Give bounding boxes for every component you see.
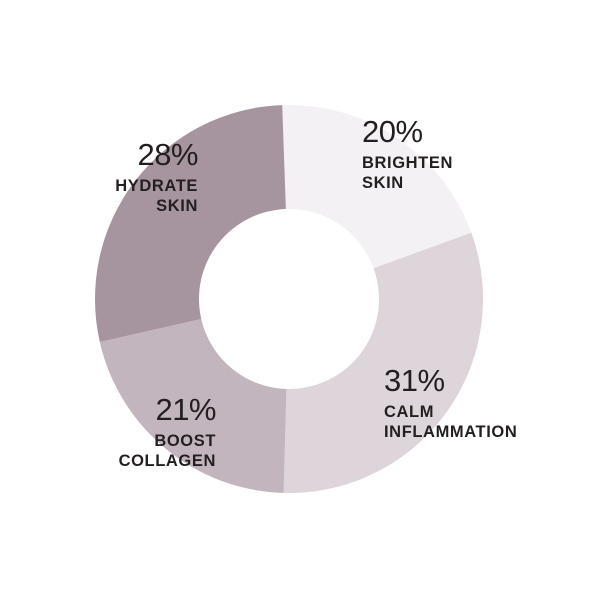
label-line: INFLAMMATION — [384, 423, 518, 441]
label-boost-collagen: 21% BOOST COLLAGEN — [118, 392, 217, 471]
label-line: BRIGHTEN — [362, 154, 453, 172]
percent-hydrate-skin: 28% — [137, 137, 198, 172]
label-line: HYDRATE — [115, 177, 198, 195]
slice-hydrate-skin — [94, 105, 286, 342]
label-line: SKIN — [156, 197, 198, 215]
label-brighten-skin: 20% BRIGHTEN SKIN — [362, 116, 453, 193]
label-line: CALM — [384, 403, 435, 421]
slice-calm-inflammation — [283, 232, 483, 494]
percent-brighten-skin: 20% — [362, 114, 423, 149]
label-hydrate-skin: 28% HYDRATE SKIN — [115, 139, 198, 216]
slice-boost-collagen — [99, 318, 287, 493]
label-calm-inflammation: 31% CALM INFLAMMATION — [384, 365, 517, 442]
label-line: SKIN — [362, 174, 404, 192]
label-line: BOOST — [154, 432, 216, 450]
percent-boost-collagen: 21% — [155, 392, 216, 427]
slice-brighten-skin — [282, 105, 472, 269]
percent-calm-inflammation: 31% — [384, 363, 445, 398]
label-line: COLLAGEN — [118, 452, 216, 470]
